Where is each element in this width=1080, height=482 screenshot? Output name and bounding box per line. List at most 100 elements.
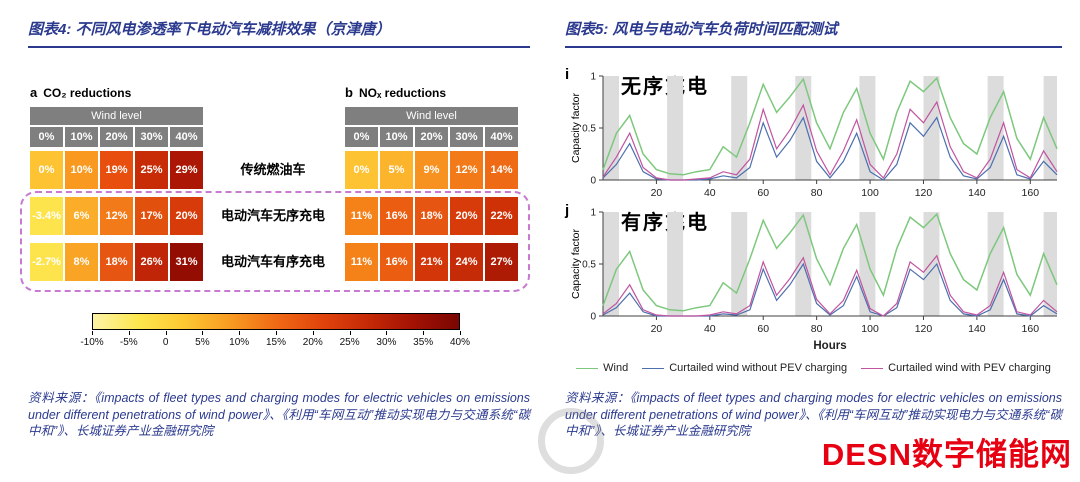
heatmap-cell: 22%	[485, 197, 518, 235]
legend-item: Curtailed wind with PEV charging	[861, 362, 1051, 374]
heatmap-cell: 16%	[380, 197, 413, 235]
wind-level-column: 10%	[380, 127, 413, 147]
heatmap-cell: 31%	[170, 243, 203, 281]
svg-text:80: 80	[811, 323, 823, 334]
heatmap-cell: 0%	[30, 151, 63, 189]
wind-level-column: 0%	[345, 127, 378, 147]
series-line	[602, 100, 1058, 181]
figure-load-matching: i Capacity factor 无序充电 0 0.5 1 20 40 60 80 100 1…	[565, 66, 1062, 390]
shaded-band	[923, 212, 940, 316]
heatmap-panel-a: a CO₂ reductions Wind level 0% 10% 20% 30% 40%…	[30, 85, 203, 281]
wind-level-column: 10%	[65, 127, 98, 147]
heatmap-cell: 6%	[65, 197, 98, 235]
svg-text:120: 120	[915, 187, 933, 198]
shaded-band	[667, 76, 684, 180]
figure-emission-heatmap: a CO₂ reductions Wind level 0% 10% 20% 30% 40%…	[20, 85, 530, 375]
svg-text:100: 100	[861, 323, 879, 334]
legend-line-swatch	[861, 367, 884, 369]
svg-text:60: 60	[757, 187, 769, 198]
panel-title-nox: NOₓ reductions	[358, 86, 447, 100]
svg-text:20: 20	[651, 323, 663, 334]
heatmap-cell: 20%	[170, 197, 203, 235]
colorbar-tick: 15%	[265, 337, 287, 348]
legend-item: Curtailed wind without PEV charging	[642, 362, 847, 374]
shaded-band	[667, 212, 684, 316]
heatmap-cell: 17%	[135, 197, 168, 235]
heatmap-cell: 29%	[170, 151, 203, 189]
series-line	[602, 76, 1058, 176]
x-axis-label: Hours	[813, 340, 847, 352]
colorbar: -10% -5% 0 5% 10% 15% 20% 25% 30% 35% 40%	[80, 313, 470, 352]
legend-item: Wind	[576, 362, 628, 374]
colorbar-tick: 35%	[413, 337, 434, 348]
heatmap-cell: 11%	[345, 197, 378, 235]
colorbar-tick: -10%	[80, 337, 104, 348]
svg-text:40: 40	[704, 323, 716, 334]
heatmap-cell: 14%	[485, 151, 518, 189]
panel-b-caption: b NOₓ reductions	[345, 85, 518, 103]
svg-text:100: 100	[861, 187, 879, 198]
heatmap-cell: 12%	[450, 151, 483, 189]
heatmap-cell: -2.7%	[30, 243, 63, 281]
colorbar-tick: 5%	[195, 337, 210, 348]
heatmap-grid-nox: Wind level 0% 10% 20% 30% 40% 0% 5% 9% 12% 14% 11% 1…	[345, 107, 518, 281]
left-column: 图表4: 不同风电渗透率下电动汽车减排效果（京津唐） a CO₂ reductio…	[20, 18, 530, 438]
colorbar-ticks: -10% -5% 0 5% 10% 15% 20% 25% 30% 35% 40%	[80, 330, 470, 352]
series-line	[602, 212, 1058, 312]
panel-letter-j: j	[565, 202, 570, 219]
svg-text:160: 160	[1022, 323, 1040, 334]
heatmap-cell: 26%	[135, 243, 168, 281]
shaded-band	[923, 76, 940, 180]
colorbar-tick: 40%	[449, 337, 471, 348]
shaded-band	[795, 76, 812, 180]
heatmap-cell: 0%	[345, 151, 378, 189]
panel-letter-a: a	[30, 85, 38, 100]
wind-level-column: 20%	[415, 127, 448, 147]
svg-text:120: 120	[915, 323, 933, 334]
svg-text:140: 140	[968, 187, 986, 198]
wind-level-column: 30%	[450, 127, 483, 147]
shaded-band	[731, 76, 748, 180]
right-column: 图表5: 风电与电动汽车负荷时间匹配测试 i Capacity factor 无…	[565, 18, 1062, 438]
colorbar-tick: -5%	[119, 337, 138, 348]
figure5-title: 图表5: 风电与电动汽车负荷时间匹配测试	[565, 18, 1062, 48]
watermark-logo-ring	[538, 408, 604, 474]
row-label-ev-uncontrolled: 电动汽车无序充电	[220, 208, 325, 223]
svg-text:1: 1	[590, 208, 596, 219]
wind-level-column: 20%	[100, 127, 133, 147]
panel-a-caption: a CO₂ reductions	[30, 85, 203, 103]
line-panel-j: j Capacity factor 有序充电 0 0.5 1 20 40 60 80 100 1…	[565, 202, 1062, 336]
chart-legend: Wind Curtailed wind without PEV charging C…	[565, 362, 1062, 374]
heatmap-cell: 5%	[380, 151, 413, 189]
heatmap-grid-co2: Wind level 0% 10% 20% 30% 40% 0% 10% 19% 25% 29% -3…	[30, 107, 203, 281]
heatmap-cell: 18%	[415, 197, 448, 235]
svg-text:160: 160	[1022, 187, 1040, 198]
shaded-band	[1043, 212, 1057, 316]
wind-level-banner: Wind level	[30, 107, 203, 125]
panel-title-uncontrolled: 无序充电	[621, 76, 709, 98]
heatmap-cell: 21%	[415, 243, 448, 281]
heatmap-cell: 20%	[450, 197, 483, 235]
colorbar-tick: 0	[162, 337, 169, 348]
svg-text:0.5: 0.5	[582, 124, 596, 135]
colorbar-tick: 30%	[376, 337, 397, 348]
shaded-band	[603, 76, 619, 180]
heatmap-cell: 9%	[415, 151, 448, 189]
colorbar-tick: 25%	[339, 337, 360, 348]
svg-text:0: 0	[590, 176, 596, 187]
heatmap-cell: 24%	[450, 243, 483, 281]
heatmap-panel-b: b NOₓ reductions Wind level 0% 10% 20% 30% 40%…	[345, 85, 518, 281]
shaded-band	[731, 212, 748, 316]
colorbar-tick: 10%	[229, 337, 250, 348]
panel-letter-b: b	[345, 85, 353, 100]
panel-letter-i: i	[565, 66, 570, 83]
svg-text:40: 40	[704, 187, 716, 198]
heatmap-cell: 19%	[100, 151, 133, 189]
panel-title-ordered: 有序充电	[621, 212, 709, 234]
heatmap-cell: 25%	[135, 151, 168, 189]
svg-text:20: 20	[651, 187, 663, 198]
heatmap-cell: 16%	[380, 243, 413, 281]
heatmap-cell: 8%	[65, 243, 98, 281]
figure4-title: 图表4: 不同风电渗透率下电动汽车减排效果（京津唐）	[28, 18, 530, 48]
